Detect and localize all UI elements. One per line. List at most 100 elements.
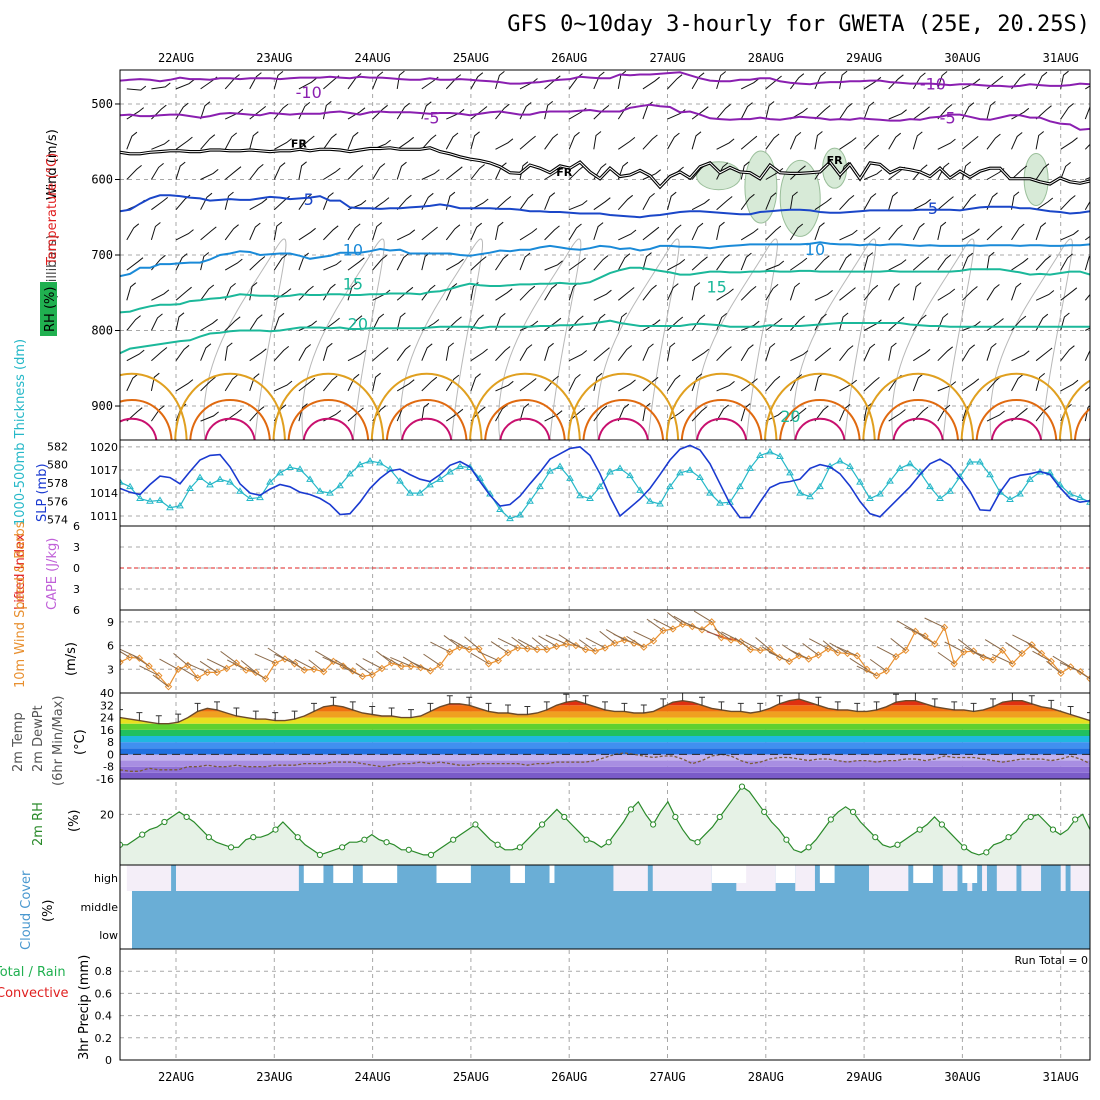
wind-barb [1060,162,1071,180]
thickness-marker [456,462,464,470]
high-cloud-gap [996,865,1017,891]
wind-barb [1084,143,1090,150]
wind-barb [618,229,637,241]
rh2m-marker [205,834,212,841]
wind-barb [912,256,930,271]
wind-barb [962,286,978,301]
warm-isotherm-contour [272,372,385,440]
wind-barb [421,169,440,180]
wind-barb [1060,345,1075,362]
temp-minmax-whisker [175,713,182,723]
wind-barb [495,138,514,150]
temp-minmax-whisker [582,695,589,704]
wind-barb [789,132,802,150]
wind-barb [446,408,464,422]
thickness-marker [756,451,764,459]
thickness-marker [986,470,994,478]
thickness-marker [496,505,504,513]
thickness-marker [906,459,914,467]
wind-barb [1084,255,1090,271]
wind10m-barb [375,650,392,664]
wind-barb [445,74,462,90]
wind-barb [986,251,995,271]
temperature-ylabel: (°C) [73,729,88,755]
wind-barb [912,131,923,150]
temp-minmax-whisker [505,704,511,713]
wind-barb [814,222,825,241]
rh2m-marker [494,841,501,848]
wind-barb [986,410,1005,422]
wind-barb [1011,132,1023,150]
wind-barb [667,283,679,301]
wind-barb [593,71,605,90]
wind-barb [273,71,284,90]
wind-barb [1060,195,1076,211]
date-label-top: 27AUG [649,51,685,65]
wind-barb [495,221,504,240]
thickness-tick-label: 574 [47,514,68,527]
wind10m-barb [876,646,897,658]
thickness-marker [566,474,574,481]
temperature-band [120,742,1090,749]
wind10m-barb [714,628,732,641]
wind-barb [568,257,586,271]
wind-barb [470,222,483,241]
wind-barb [741,320,760,331]
thickness-marker [156,496,164,503]
wind-barb [888,74,904,90]
thickness-marker [656,500,664,507]
wind-barb [617,403,630,422]
wind-barb [544,342,554,361]
rh2m-marker [250,834,257,841]
wind-barb [470,131,480,150]
wind-barb [765,410,784,422]
wind-barb [691,373,703,392]
wind-barb [200,192,213,210]
temperature-band [120,723,1090,730]
wind-barb [249,72,262,90]
wind-barb [863,101,875,120]
wind10m-barb [538,635,557,647]
wind-barb [421,226,438,241]
wind-barb [544,410,563,422]
wind-barb [126,257,144,271]
wind10m-barb [802,643,819,656]
frame-layer [115,69,1091,1061]
wind10m-barb [314,650,334,662]
wind10m-barb [199,660,218,673]
thickness-marker [866,494,874,502]
wind-barb [667,191,677,210]
wind-barb [839,103,853,120]
wind10m-barb [545,634,567,645]
wind-barb [273,162,286,180]
wind10m-barb [159,658,179,670]
thickness-marker [936,494,944,502]
rh2m-marker [272,826,279,833]
legend-2m-dewpt: 2m DewPt [31,705,46,772]
temp-minmax-whisker [543,701,550,710]
wind-barb [839,229,858,241]
wind10m-barb [294,658,315,670]
wind-barb [323,225,339,241]
wind-barb [593,255,609,271]
temp-line [120,698,1090,725]
wind-barb [372,104,388,120]
isotherm-line [120,266,1090,314]
wind-barb [396,312,406,331]
isotherm-line [120,71,1090,88]
wind-barb [519,252,531,271]
wind-barb [937,313,949,331]
wind-barb [593,222,604,241]
wind-barb [249,406,265,422]
wind-barb [519,193,534,210]
thickness-marker [636,486,644,493]
wind10m-barb [308,659,325,673]
wind-barb [789,282,801,301]
wind-barb [912,406,929,422]
wind-barb [740,252,752,271]
wind-barb [322,192,334,210]
wind-barb [765,284,779,301]
wind-barb [986,284,1000,301]
thickness-marker [556,462,564,470]
